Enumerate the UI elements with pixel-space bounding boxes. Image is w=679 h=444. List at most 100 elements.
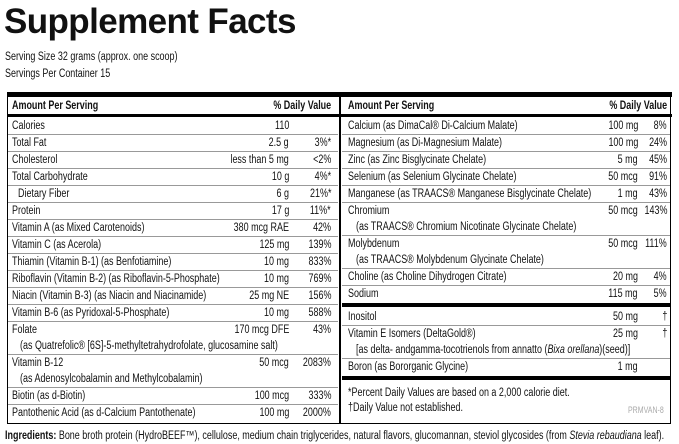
row-divider (8, 354, 338, 355)
nutrient-name: Total Fat (12, 137, 47, 149)
nutrient-name: Calcium (as DimaCal® Di-Calcium Malate) (348, 120, 518, 132)
ingredient-source: (as Adenosylcobalamin and Methylcobalami… (20, 372, 202, 386)
header-daily-value: % Daily Value (273, 100, 331, 112)
ingredients-text: leaf). (641, 430, 665, 442)
nutrient-amount: 100 mcg (254, 390, 289, 402)
header-amount: Amount Per Serving (348, 100, 435, 112)
daily-value: 42% (313, 222, 331, 234)
row-divider (342, 134, 670, 135)
nutrient-name: Inositol (348, 311, 377, 323)
daily-value: 143% (644, 205, 667, 217)
row-divider (8, 321, 338, 322)
nutrient-name: Molybdenum (348, 238, 400, 250)
ingredient-source: [as delta- andgamma-tocotrienols from an… (356, 343, 630, 357)
nutrient-amount: 17 g (271, 205, 289, 217)
nutrient-amount: 6 g (276, 188, 289, 200)
nutrient-amount: less than 5 mg (230, 154, 289, 166)
row-divider (342, 268, 670, 269)
source-part: Bixa orellana (547, 344, 600, 356)
nutrient-amount: 50 mcg (259, 357, 289, 369)
nutrient-name: Folate (12, 324, 37, 336)
ingredient-source: (as TRAACS® Chromium Nicotinate Glycinat… (356, 220, 576, 234)
daily-value: 4%* (314, 171, 331, 183)
daily-value: 91% (649, 171, 667, 183)
daily-value: 769% (308, 273, 331, 285)
daily-value: 3%* (314, 137, 331, 149)
row-divider (8, 236, 338, 237)
row-divider (8, 168, 338, 169)
daily-value: <2% (312, 154, 331, 166)
daily-value: † (662, 328, 667, 340)
nutrient-amount: 10 mg (264, 273, 289, 285)
nutrient-amount: 25 mg NE (249, 290, 289, 302)
source-part: [as delta- andgamma-tocotrienols from an… (356, 344, 548, 356)
daily-value: 43% (649, 188, 667, 200)
daily-value: 21%* (309, 188, 331, 200)
daily-value: 139% (308, 239, 331, 251)
nutrient-amount: 10 mg (264, 307, 289, 319)
ingredients: Ingredients: Bone broth protein (HydroBE… (5, 429, 664, 443)
source-part: (as Quatrefolic® [6S]-5-methyltetrahydro… (20, 340, 278, 352)
nutrient-amount: 50 mcg (608, 171, 638, 183)
nutrient-name: Zinc (as Zinc Bisglycinate Chelate) (348, 154, 487, 166)
nutrient-name: Calories (12, 120, 45, 132)
daily-value: 111% (645, 238, 667, 250)
nutrient-amount: 2.5 g (269, 137, 289, 149)
nutrient-name: Boron (as Bororganic Glycine) (348, 361, 469, 373)
ingredients-text: Bone broth protein (HydroBEEF™), cellulo… (58, 430, 570, 442)
daily-value: 2000% (303, 407, 331, 419)
product-code: PRMVAN-8 (628, 405, 664, 415)
nutrient-amount: 100 mg (608, 120, 638, 132)
daily-value: † (662, 311, 667, 323)
nutrient-name: Thiamin (Vitamin B-1) (as Benfotiamine) (12, 256, 172, 268)
nutrient-amount: 50 mg (613, 311, 638, 323)
source-part: )(seed)] (599, 344, 631, 356)
nutrient-name: Cholesterol (12, 154, 58, 166)
nutrient-amount: 50 mcg (608, 205, 638, 217)
row-divider (8, 270, 338, 271)
row-divider (342, 358, 670, 359)
nutrient-amount: 115 mg (608, 288, 638, 300)
nutrient-amount: 20 mg (613, 271, 638, 283)
column-divider (339, 92, 341, 424)
ingredients-label: Ingredients: (5, 430, 57, 442)
row-divider (8, 151, 338, 152)
row-divider (8, 304, 338, 305)
nutrient-name: Vitamin B-12 (12, 357, 64, 369)
nutrient-name: Riboflavin (Vitamin B-2) (as Riboflavin-… (12, 273, 220, 285)
daily-value: 4% (654, 271, 667, 283)
title: Supplement Facts (4, 2, 296, 41)
section-bar (342, 303, 671, 307)
nutrient-amount: 5 mg (618, 154, 638, 166)
daily-value: 5% (654, 288, 667, 300)
nutrient-name: Vitamin C (as Acerola) (12, 239, 102, 251)
ingredient-source: (as TRAACS® Molybdenum Glycinate Chelate… (356, 253, 544, 267)
row-divider (342, 202, 670, 203)
nutrient-name: Chromium (348, 205, 390, 217)
nutrient-amount: 125 mg (259, 239, 289, 251)
nutrient-amount: 170 mcg DFE (234, 324, 289, 336)
nutrient-amount: 10 g (271, 171, 289, 183)
nutrient-name: Sodium (348, 288, 379, 300)
nutrient-name: Vitamin B-6 (as Pyridoxal-5-Phosphate) (12, 307, 170, 319)
nutrient-amount: 100 mg (259, 407, 289, 419)
row-divider (342, 325, 670, 326)
row-divider (342, 235, 670, 236)
nutrient-name: Pantothenic Acid (as d-Calcium Pantothen… (12, 407, 196, 419)
nutrient-name: Manganese (as TRAACS® Manganese Bisglyci… (348, 188, 592, 200)
nutrient-amount: 25 mg (613, 328, 638, 340)
daily-value: 2083% (303, 357, 331, 369)
servings-per-container: Servings Per Container 15 (5, 68, 111, 80)
row-divider (342, 185, 670, 186)
header-amount: Amount Per Serving (12, 100, 99, 112)
nutrient-amount: 10 mg (264, 256, 289, 268)
nutrient-name: Vitamin A (as Mixed Carotenoids) (12, 222, 145, 234)
footnote: †Daily Value not established. (348, 402, 464, 414)
source-part: (as Adenosylcobalamin and Methylcobalami… (20, 373, 203, 385)
nutrient-name: Total Carbohydrate (12, 171, 88, 183)
nutrient-amount: 380 mcg RAE (233, 222, 289, 234)
row-divider (8, 185, 338, 186)
row-divider (342, 151, 670, 152)
nutrient-name: Magnesium (as Di-Magnesium Malate) (348, 137, 503, 149)
